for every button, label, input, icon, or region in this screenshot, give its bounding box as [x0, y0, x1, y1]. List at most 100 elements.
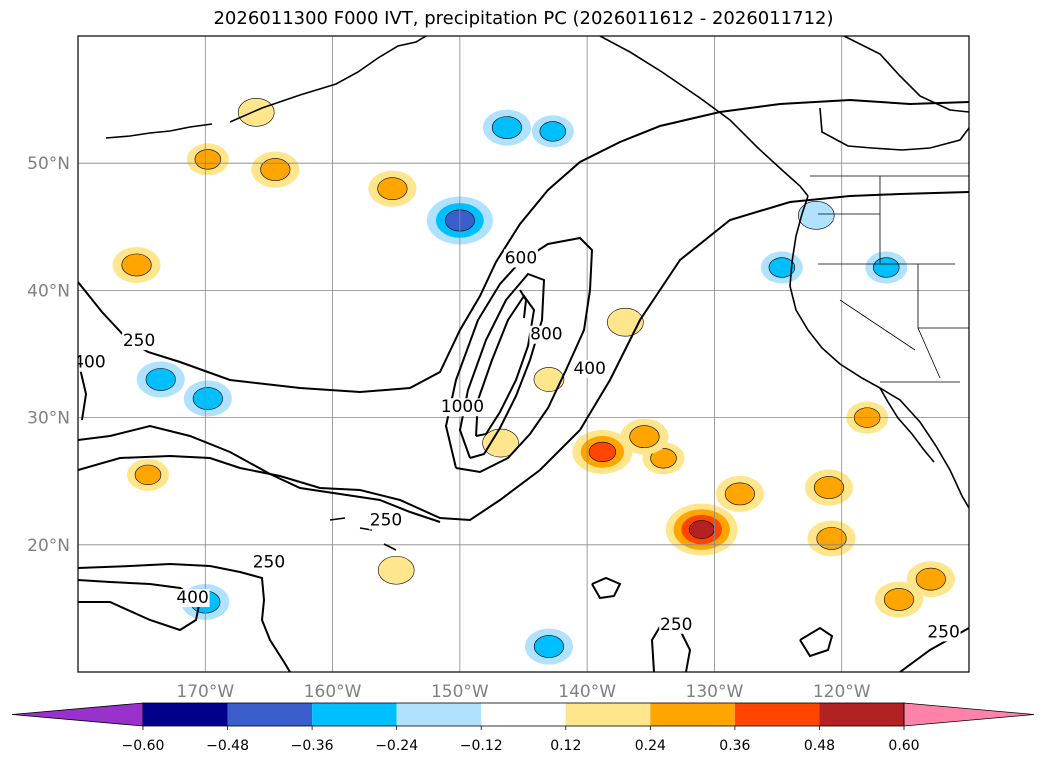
ivt-contour-labels: 250 400 600 800 1000 400 250 250 400 250 250 — [73, 248, 961, 642]
lon-tick-label: 140°W — [558, 682, 616, 702]
contour-label: 250 — [660, 615, 692, 635]
precip-region — [804, 469, 853, 506]
precip-contour-fill — [377, 177, 408, 201]
precip-contour-fill — [629, 425, 660, 449]
precip-contour-fill — [539, 121, 566, 142]
precip-contour-fill — [237, 98, 275, 127]
axis-labels: 170°W 160°W 150°W 140°W 130°W 120°W 20°N 30°N 40… — [27, 154, 871, 702]
ivt-contour-800 — [458, 272, 546, 459]
plot-background — [78, 36, 969, 672]
colorbar-tick-label: −0.12 — [460, 738, 503, 754]
ivt-contour-250-north — [78, 98, 969, 394]
contour-label: 400 — [573, 359, 605, 379]
contour-label: 250 — [253, 552, 285, 572]
contour-label: 400 — [73, 353, 105, 373]
precip-region — [760, 251, 803, 284]
precip-region — [183, 380, 232, 417]
colorbar-swatch — [143, 703, 228, 726]
precip-contour-fill — [650, 448, 677, 469]
ivt-contour-ridge — [519, 289, 528, 319]
lat-tick-label: 30°N — [27, 409, 70, 429]
precip-contour-fill — [260, 158, 291, 181]
precip-contour-fill — [194, 149, 222, 170]
us-state-borders — [818, 176, 969, 383]
precip-region — [807, 520, 856, 557]
precip-region — [620, 418, 669, 455]
contour-label-bg — [78, 353, 107, 372]
precip-contour-fill — [533, 635, 565, 658]
political-borders — [810, 175, 969, 383]
contour-label-bg — [572, 360, 607, 379]
lat-tick-label: 20°N — [27, 536, 70, 556]
lon-tick-label: 170°W — [176, 682, 234, 702]
precip-region — [112, 246, 161, 283]
contour-label-bg — [251, 553, 286, 572]
ivt-contour-1000 — [475, 294, 536, 437]
ivt-contour-250-se-1 — [591, 576, 622, 600]
colorbar: −0.60 −0.48 −0.36 −0.24 −0.12 0.12 0.24 0.36 0.4… — [11, 702, 1035, 754]
colorbar-swatch — [312, 703, 397, 726]
precip-region — [524, 628, 573, 665]
contour-label-bg — [659, 615, 694, 634]
baja-california — [879, 387, 935, 463]
contour-label-bg — [503, 249, 538, 268]
precip-contour-fill — [724, 482, 755, 506]
colorbar-swatch — [396, 703, 482, 726]
precip-contour-fill — [813, 476, 845, 499]
precip-contour-fill — [491, 116, 523, 139]
lon-tick-label: 160°W — [304, 682, 362, 702]
contour-label: 1000 — [441, 397, 484, 417]
precip-contour-fill — [816, 527, 847, 550]
aleutian-chain — [105, 123, 213, 139]
precip-contour-fill — [134, 464, 162, 485]
ivt-contours — [78, 98, 969, 672]
contour-label: 250 — [370, 510, 402, 530]
precip-contour-fill — [145, 368, 176, 391]
ivt-contour-600 — [444, 236, 594, 474]
precip-region — [368, 170, 417, 207]
canada-mainland-north — [843, 36, 969, 113]
contour-label: 250 — [123, 331, 155, 351]
precip-region — [136, 361, 185, 398]
precip-region — [237, 98, 275, 127]
precip-contour-fill — [768, 257, 796, 278]
precip-region — [865, 251, 908, 284]
precip-region — [251, 151, 300, 188]
contour-label-bg — [369, 511, 404, 530]
chart-title: 2026011300 F000 IVT, precipitation PC (2… — [213, 8, 834, 29]
colorbar-tick-label: −0.48 — [206, 738, 249, 754]
colorbar-tick-label: 0.48 — [804, 738, 835, 754]
lon-tick-label: 120°W — [813, 682, 871, 702]
contour-label: 400 — [176, 588, 208, 608]
contour-label-bg — [926, 623, 961, 642]
precip-contour-fill — [192, 387, 223, 410]
colorbar-extend-high — [903, 702, 1035, 727]
colorbar-extend-low — [11, 702, 144, 727]
precip-region — [665, 503, 738, 556]
precip-region — [482, 428, 519, 458]
colorbar-swatch — [650, 703, 735, 726]
precip-contour-fill — [588, 441, 617, 463]
plot-frame — [77, 35, 970, 673]
ivt-contour-250-south — [78, 562, 291, 672]
colorbar-tick-label: 0.60 — [888, 738, 919, 754]
colorbar-frame — [142, 702, 905, 727]
precip-contour-fill — [688, 520, 715, 539]
precip-region — [906, 561, 955, 598]
precip-region — [797, 201, 835, 230]
ivt-contour-400-south — [78, 579, 202, 632]
colorbar-tick-label: 0.24 — [635, 738, 666, 754]
precip-region — [531, 115, 574, 148]
ivt-contour-250-se-3 — [799, 626, 834, 658]
precip-contour-fill — [915, 567, 946, 591]
contour-label-bg — [440, 398, 485, 417]
coastlines — [105, 36, 969, 551]
lon-tick-label: 150°W — [431, 682, 489, 702]
plot-area: 250 400 600 800 1000 400 250 250 400 250 250 — [73, 36, 969, 672]
precip-contour-fill — [121, 253, 152, 277]
contour-label: 250 — [927, 622, 959, 642]
precip-region — [186, 143, 229, 176]
colorbar-tick-label: −0.36 — [291, 738, 334, 754]
contour-label: 800 — [530, 325, 562, 345]
